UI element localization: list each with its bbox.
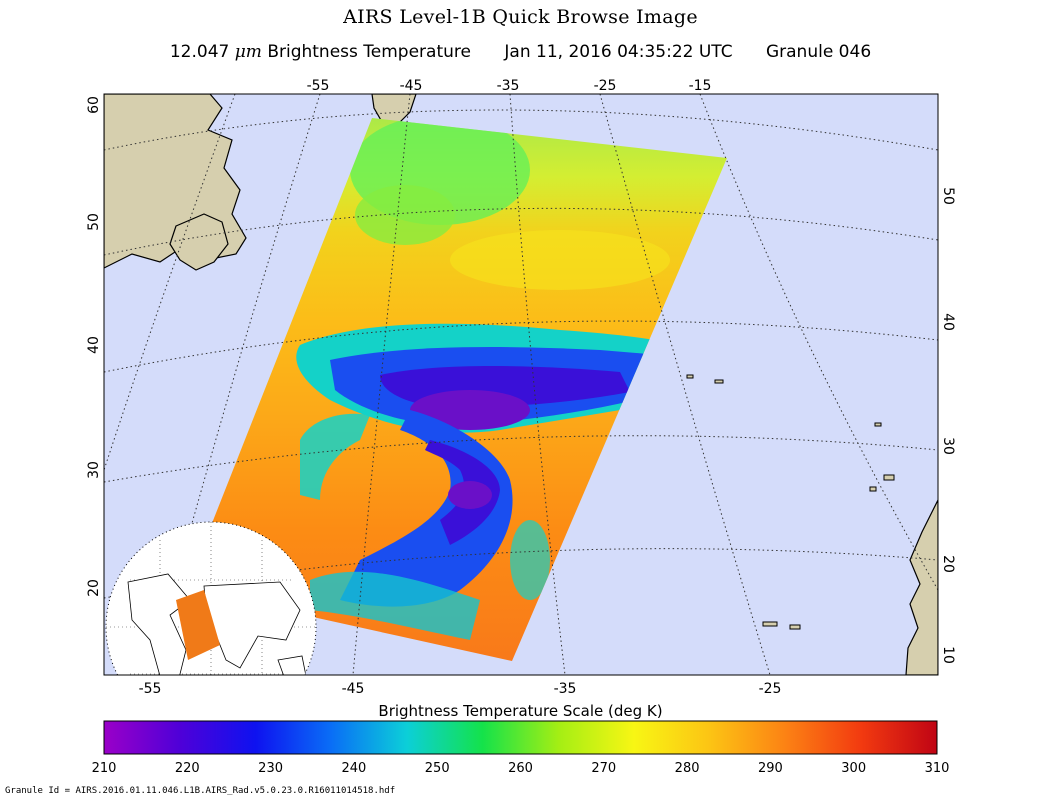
meridian-line [509, 94, 566, 675]
newfoundland-land [169, 213, 229, 271]
inset-swath [176, 590, 220, 660]
inset-australia [277, 655, 307, 675]
colorbar-tick-label: 260 [508, 761, 533, 776]
right-lat-label: 20 [940, 555, 956, 573]
colorbar-tick-label: 280 [675, 761, 700, 776]
bottom-lon-label: -35 [554, 681, 577, 697]
band-description: 12.047 μm Brightness Temperature [170, 42, 471, 62]
top-lon-label: -45 [400, 78, 423, 94]
top-lon-label: -55 [307, 78, 330, 94]
colorbar-tick-label: 310 [925, 761, 950, 776]
left-lat-label: 50 [86, 213, 102, 231]
colorbar-title: Brightness Temperature Scale (deg K) [378, 702, 663, 720]
map-area [104, 94, 938, 675]
colorbar: 210 220 230 240 250 260 270 280 290 300 310 [92, 720, 950, 776]
parallel-line [104, 320, 938, 373]
granule-id: Granule Id = AIRS.2016.01.11.046.L1B.AIR… [5, 786, 396, 796]
parallel-line [104, 548, 938, 599]
bottom-lon-label: -55 [139, 681, 162, 697]
colorbar-tick-label: 210 [92, 761, 117, 776]
observation-datetime: Jan 11, 2016 04:35:22 UTC [504, 42, 733, 62]
right-lat-label: 10 [940, 646, 956, 664]
top-lon-label: -15 [689, 78, 712, 94]
colorbar-tick-label: 230 [258, 761, 283, 776]
globe-inset [105, 521, 317, 675]
axis-labels: -55 -45 -35 -25 -15 -55 -45 -35 -25 60 5… [86, 78, 956, 697]
right-lat-label: 30 [940, 437, 956, 455]
colorbar-gradient [103, 720, 938, 755]
bottom-lon-label: -45 [342, 681, 365, 697]
inset-americas [127, 573, 191, 675]
wavelength-unit: μm [234, 42, 262, 62]
parallel-line [104, 109, 938, 151]
band-name: Brightness Temperature [267, 42, 471, 62]
top-lon-label: -25 [594, 78, 617, 94]
colorbar-tick-label: 290 [758, 761, 783, 776]
colorbar-tick-label: 240 [341, 761, 366, 776]
granule-number: Granule 046 [765, 42, 872, 62]
colorbar-tick-label: 250 [425, 761, 450, 776]
wavelength-value: 12.047 [169, 42, 230, 62]
colorbar-tick-label: 270 [591, 761, 616, 776]
land [104, 94, 938, 675]
top-lon-label: -35 [497, 78, 520, 94]
bottom-lon-label: -25 [759, 681, 782, 697]
iberia-africa-land [905, 499, 938, 675]
map-border [103, 93, 939, 676]
colorbar-tick-label: 300 [841, 761, 866, 776]
left-lat-label: 60 [86, 96, 102, 114]
left-lat-label: 40 [86, 336, 102, 354]
image-subtitle: 12.047 μm Brightness Temperature Jan 11,… [0, 42, 1041, 62]
left-lat-label: 20 [86, 579, 102, 597]
graticule [104, 94, 938, 675]
parallel-line [104, 435, 938, 483]
image-title: AIRS Level-1B Quick Browse Image [343, 6, 698, 28]
right-lat-label: 50 [940, 187, 956, 205]
meridian-line [699, 94, 938, 591]
left-lat-label: 30 [86, 461, 102, 479]
parallel-line [104, 207, 938, 256]
atlantic-islands [686, 374, 895, 630]
colorbar-tick-label: 220 [175, 761, 200, 776]
right-lat-label: 40 [940, 313, 956, 331]
